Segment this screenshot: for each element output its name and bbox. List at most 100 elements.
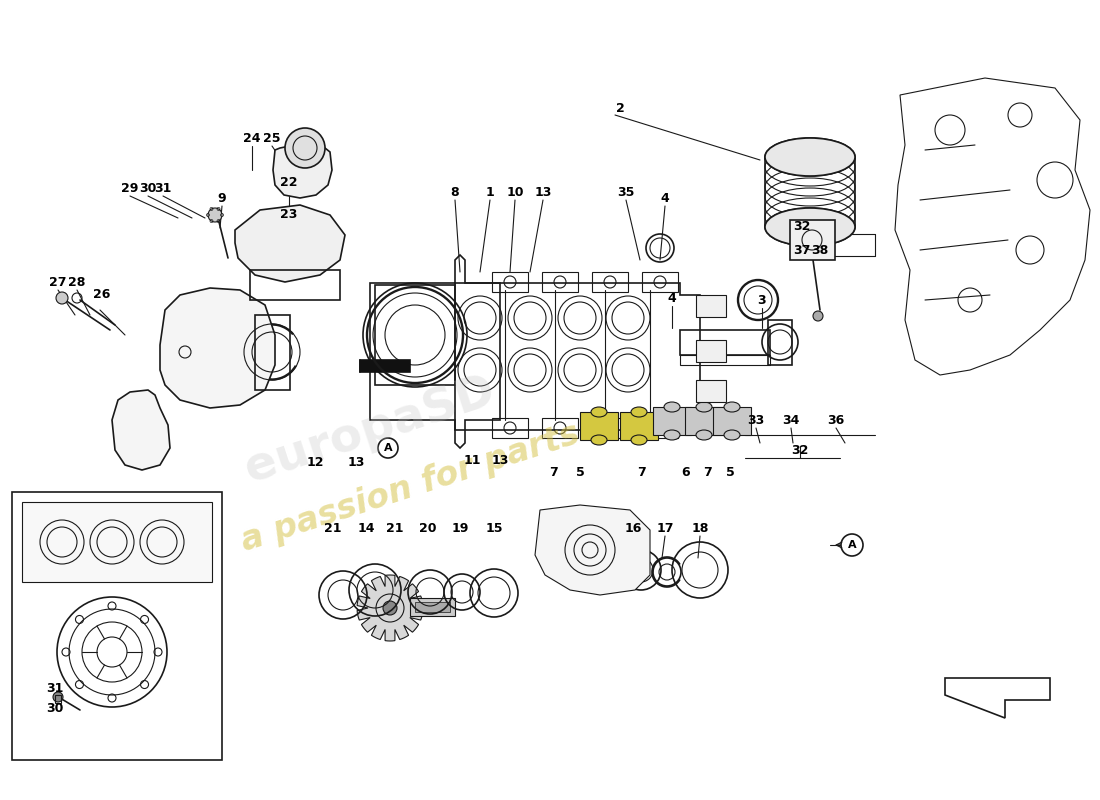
- Text: 32: 32: [791, 443, 808, 457]
- Text: 18: 18: [691, 522, 708, 534]
- Text: A: A: [848, 540, 856, 550]
- Ellipse shape: [696, 430, 712, 440]
- Bar: [685, 407, 723, 435]
- Text: 15: 15: [485, 522, 503, 534]
- Text: 17: 17: [657, 522, 673, 534]
- Text: 36: 36: [827, 414, 845, 426]
- Text: 23: 23: [280, 209, 298, 222]
- Text: 4: 4: [661, 191, 670, 205]
- Text: 2: 2: [616, 102, 625, 114]
- Text: 19: 19: [451, 522, 469, 534]
- Ellipse shape: [664, 402, 680, 412]
- Bar: [55, 695, 60, 703]
- Text: 32: 32: [793, 219, 811, 233]
- Text: 38: 38: [812, 243, 828, 257]
- Bar: [653, 407, 691, 435]
- Ellipse shape: [764, 138, 855, 176]
- Text: 30: 30: [140, 182, 156, 194]
- Bar: [250, 270, 340, 300]
- Text: 13: 13: [535, 186, 552, 198]
- Text: 26: 26: [94, 287, 111, 301]
- Circle shape: [56, 292, 68, 304]
- Text: 21: 21: [386, 522, 404, 534]
- Bar: [492, 272, 528, 292]
- Bar: [680, 355, 770, 365]
- Ellipse shape: [631, 407, 647, 417]
- Bar: [255, 315, 290, 390]
- Bar: [375, 285, 455, 385]
- Ellipse shape: [764, 208, 855, 246]
- Bar: [542, 272, 578, 292]
- Ellipse shape: [724, 402, 740, 412]
- Polygon shape: [235, 205, 345, 282]
- Text: 1: 1: [485, 186, 494, 198]
- Ellipse shape: [664, 430, 680, 440]
- Text: 16: 16: [625, 522, 641, 534]
- Text: 33: 33: [747, 414, 764, 426]
- Text: 12: 12: [306, 455, 323, 469]
- Ellipse shape: [591, 435, 607, 445]
- Polygon shape: [273, 145, 332, 198]
- Bar: [580, 412, 618, 440]
- Circle shape: [208, 208, 222, 222]
- Text: 31: 31: [154, 182, 172, 194]
- Bar: [620, 412, 658, 440]
- Circle shape: [383, 601, 397, 615]
- Text: 27: 27: [50, 275, 67, 289]
- Text: 34: 34: [782, 414, 800, 426]
- Text: A: A: [384, 443, 393, 453]
- Bar: [22, 502, 212, 582]
- Bar: [713, 407, 751, 435]
- Bar: [696, 295, 726, 317]
- Bar: [12, 492, 222, 760]
- Text: 4: 4: [668, 291, 676, 305]
- Text: 24: 24: [243, 131, 261, 145]
- Circle shape: [285, 128, 324, 168]
- Bar: [642, 418, 678, 438]
- Bar: [790, 220, 835, 260]
- Text: 5: 5: [575, 466, 584, 478]
- Text: 8: 8: [451, 186, 460, 198]
- Bar: [768, 320, 792, 365]
- Text: 13: 13: [492, 454, 508, 466]
- Bar: [542, 418, 578, 438]
- Text: 3: 3: [758, 294, 767, 306]
- Text: 30: 30: [46, 702, 64, 714]
- Bar: [696, 380, 726, 402]
- Polygon shape: [358, 575, 422, 641]
- Ellipse shape: [591, 407, 607, 417]
- Ellipse shape: [724, 430, 740, 440]
- Text: europaSD: europaSD: [239, 368, 500, 492]
- Bar: [696, 340, 726, 362]
- Text: 35: 35: [617, 186, 635, 198]
- Bar: [592, 272, 628, 292]
- Text: 28: 28: [68, 275, 86, 289]
- Text: 9: 9: [218, 191, 227, 205]
- Ellipse shape: [764, 138, 855, 176]
- Text: 31: 31: [46, 682, 64, 694]
- Text: 21: 21: [324, 522, 342, 534]
- Ellipse shape: [696, 402, 712, 412]
- Text: 7: 7: [704, 466, 713, 478]
- Bar: [492, 418, 528, 438]
- Text: 14: 14: [358, 522, 375, 534]
- Polygon shape: [112, 390, 170, 470]
- Text: 29: 29: [121, 182, 139, 194]
- Text: 22: 22: [280, 177, 298, 190]
- Polygon shape: [160, 288, 275, 408]
- Bar: [360, 360, 410, 372]
- Circle shape: [53, 692, 63, 702]
- Text: 10: 10: [506, 186, 524, 198]
- Text: 37: 37: [793, 243, 811, 257]
- Bar: [592, 418, 628, 438]
- Text: 7: 7: [637, 466, 646, 478]
- Text: 5: 5: [726, 466, 735, 478]
- Bar: [410, 598, 455, 616]
- Polygon shape: [535, 505, 650, 595]
- Text: 7: 7: [550, 466, 559, 478]
- Text: 25: 25: [263, 131, 280, 145]
- Text: 20: 20: [419, 522, 437, 534]
- Text: a passion for parts: a passion for parts: [236, 418, 584, 558]
- Bar: [680, 330, 770, 355]
- Text: 11: 11: [463, 454, 481, 466]
